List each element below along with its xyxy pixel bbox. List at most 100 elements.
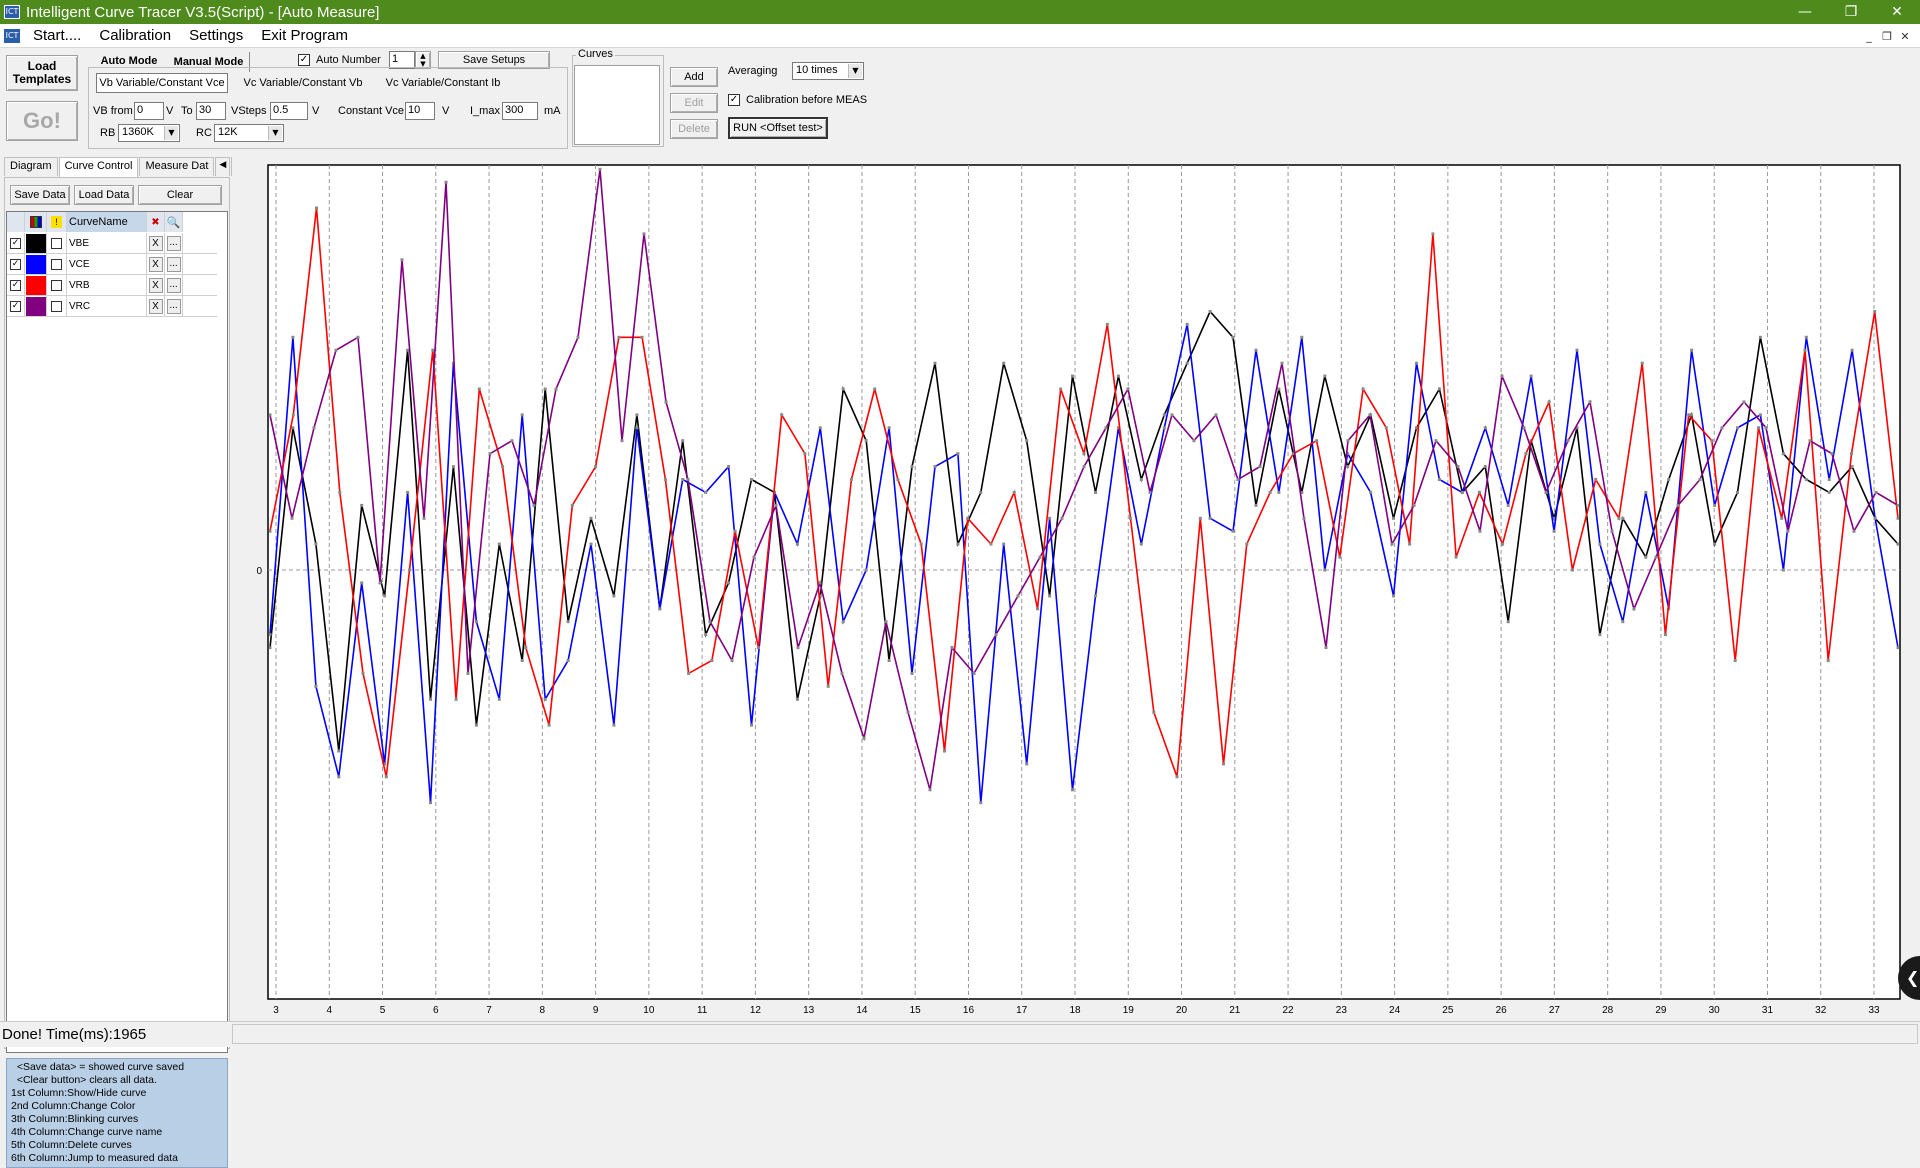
curve-name-cell[interactable]: VRC <box>67 296 147 316</box>
rb-select[interactable]: 1360K ▼ <box>118 124 180 142</box>
curve-chart[interactable]: 3 4 5 6 7 8 9 10 11 12 13 14 15 16 17 18 19 20 21 22 23 24 25 2… <box>232 153 1920 1021</box>
tab-vc-variable-vb[interactable]: Vc Variable/Constant Vb <box>243 77 363 89</box>
series-point-vce <box>1804 335 1808 339</box>
series-point-vbe <box>566 620 570 624</box>
menu-settings[interactable]: Settings <box>189 27 244 44</box>
series-point-vrb <box>1059 387 1063 391</box>
tab-manual-mode[interactable]: Manual Mode <box>168 52 250 72</box>
show-curve-checkbox[interactable]: ✓ <box>7 254 25 274</box>
curve-row[interactable]: ✓ VRB X... <box>7 275 217 296</box>
plot-area: 3 4 5 6 7 8 9 10 11 12 13 14 15 16 17 18 19 20 21 22 23 24 25 2… <box>232 153 1920 1021</box>
x-tick-label: 8 <box>540 1005 546 1016</box>
side-expand-icon[interactable]: ❮ <box>1898 956 1920 1000</box>
series-point-vrc <box>1434 439 1438 443</box>
tab-scroll-left-icon[interactable]: ◀ <box>215 157 231 176</box>
x-tick-label: 25 <box>1442 1005 1454 1016</box>
load-templates-button[interactable]: Load Templates <box>6 55 78 91</box>
add-button[interactable]: Add <box>670 67 718 87</box>
show-curve-checkbox[interactable]: ✓ <box>7 296 25 316</box>
constant-vce-input[interactable]: 10 <box>405 102 435 120</box>
delete-button[interactable]: Delete <box>670 119 718 139</box>
curve-row[interactable]: ✓ VCE X... <box>7 254 217 275</box>
menu-calibration[interactable]: Calibration <box>99 27 172 44</box>
jump-to-data-button[interactable]: ... <box>165 254 183 274</box>
save-data-button[interactable]: Save Data <box>10 185 70 205</box>
series-point-vbe <box>1850 465 1854 469</box>
curve-color-swatch[interactable] <box>25 296 47 316</box>
delete-curve-button[interactable]: X <box>147 296 165 316</box>
blink-checkbox[interactable] <box>47 296 67 316</box>
blink-checkbox[interactable] <box>47 254 67 274</box>
delete-curve-button[interactable]: X <box>147 275 165 295</box>
tab-auto-mode[interactable]: Auto Mode <box>100 55 158 67</box>
curve-name-cell[interactable]: VCE <box>67 254 147 274</box>
jump-to-data-button[interactable]: ... <box>165 233 183 253</box>
series-point-vce <box>314 684 318 688</box>
run-offset-test-button[interactable]: RUN <Offset test> <box>728 117 828 139</box>
jump-to-data-button[interactable]: ... <box>165 275 183 295</box>
curves-list[interactable] <box>574 65 660 145</box>
series-point-vce <box>1506 503 1510 507</box>
series-point-vrb <box>663 478 667 481</box>
tab-diagram[interactable]: Diagram <box>4 157 58 176</box>
calibration-checkbox[interactable]: ✓ <box>728 94 740 106</box>
curve-row[interactable]: ✓ VRC X... <box>7 296 217 317</box>
save-setups-button[interactable]: Save Setups <box>438 51 550 69</box>
show-curve-checkbox[interactable]: ✓ <box>7 233 25 253</box>
curve-color-swatch[interactable] <box>25 254 47 274</box>
help-line: 5th Column:Delete curves <box>11 1139 132 1151</box>
mdi-minimize-button[interactable]: _ <box>1866 29 1872 43</box>
rc-select[interactable]: 12K ▼ <box>214 124 284 142</box>
dropdown-arrow-icon: ▼ <box>268 126 282 140</box>
series-point-vbe <box>1506 620 1510 624</box>
series-point-vbe <box>1736 490 1739 494</box>
blink-checkbox[interactable] <box>47 275 67 295</box>
minimize-button[interactable]: — <box>1798 4 1812 20</box>
edit-button[interactable]: Edit <box>670 93 718 113</box>
curve-name-cell[interactable]: VBE <box>67 233 147 253</box>
vb-from-input[interactable]: 0 <box>134 102 164 120</box>
tab-measure-data[interactable]: Measure Dat <box>139 157 215 176</box>
tab-vc-variable-ib[interactable]: Vc Variable/Constant Ib <box>385 77 501 89</box>
series-point-vce <box>1048 516 1052 520</box>
curve-row[interactable]: ✓ VBE X... <box>7 233 217 254</box>
jump-to-data-button[interactable]: ... <box>165 296 183 316</box>
series-point-vrc <box>950 646 954 650</box>
series-point-vce <box>1850 348 1854 352</box>
curve-color-swatch[interactable] <box>25 275 47 295</box>
series-point-vrc <box>1390 542 1394 546</box>
averaging-select[interactable]: 10 times ▼ <box>792 62 864 80</box>
auto-number-checkbox[interactable]: ✓ <box>298 54 310 66</box>
close-button[interactable]: ✕ <box>1891 4 1903 20</box>
menu-exit-program[interactable]: Exit Program <box>261 27 348 44</box>
series-point-vbe <box>1621 516 1625 520</box>
to-input[interactable]: 30 <box>196 102 226 120</box>
go-button[interactable]: Go! <box>6 101 78 141</box>
curve-color-swatch[interactable] <box>25 233 47 253</box>
series-point-vbe <box>887 659 891 662</box>
tab-vb-variable[interactable]: Vb Variable/Constant Vce <box>96 73 228 93</box>
curve-name-cell[interactable]: VRB <box>67 275 147 295</box>
series-point-vrc <box>1500 374 1504 378</box>
series-point-vrc <box>1148 490 1152 494</box>
vsteps-input[interactable]: 0.5 <box>270 102 308 120</box>
mdi-close-button[interactable]: ✕ <box>1900 29 1910 43</box>
to-label: To <box>181 105 193 117</box>
imax-input[interactable]: 300 <box>502 102 538 120</box>
menu-start[interactable]: Start.... <box>33 27 82 44</box>
clear-button[interactable]: Clear <box>138 185 222 205</box>
series-point-vce <box>1690 348 1694 352</box>
delete-curve-button[interactable]: X <box>147 254 165 274</box>
load-data-button[interactable]: Load Data <box>74 185 134 205</box>
show-curve-checkbox[interactable]: ✓ <box>7 275 25 295</box>
restore-button[interactable]: ❐ <box>1844 4 1858 20</box>
tab-curve-control[interactable]: Curve Control <box>58 157 139 177</box>
averaging-label: Averaging <box>728 65 778 77</box>
auto-number-spinner[interactable]: ▲ ▼ <box>415 51 431 69</box>
delete-curve-button[interactable]: X <box>147 233 165 253</box>
mdi-restore-button[interactable]: ❐ <box>1882 29 1892 43</box>
auto-number-input[interactable]: 1 <box>389 51 415 69</box>
series-point-vrc <box>686 478 690 481</box>
blink-checkbox[interactable] <box>47 233 67 253</box>
series-point-vrc <box>818 581 822 585</box>
